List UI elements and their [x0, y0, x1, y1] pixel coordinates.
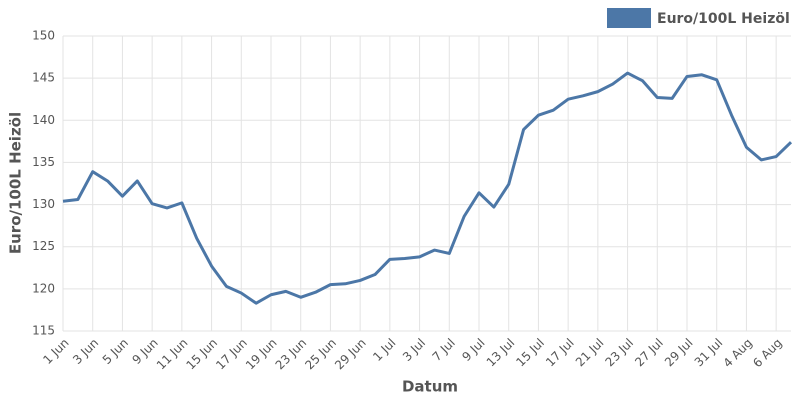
- x-tick-label: 31 Jul: [692, 336, 726, 370]
- x-tick-label: 21 Jul: [573, 336, 607, 370]
- x-tick-label: 17 Jul: [543, 336, 577, 370]
- legend-swatch: [607, 8, 651, 28]
- y-tick-label: 140: [32, 113, 55, 127]
- y-tick-label: 115: [32, 324, 55, 338]
- x-tick-label: 19 Jun: [243, 336, 280, 373]
- y-tick-label: 150: [32, 29, 55, 43]
- y-tick-label: 125: [32, 239, 55, 253]
- x-tick-label: 15 Jul: [513, 336, 547, 370]
- y-tick-label: 130: [32, 197, 55, 211]
- data-line: [62, 71, 793, 305]
- x-tick-label: 27 Jul: [632, 336, 666, 370]
- x-tick-label: 29 Jun: [332, 336, 369, 373]
- x-tick-label: 13 Jul: [484, 336, 518, 370]
- x-tick-label: 1 Jun: [40, 336, 71, 367]
- x-tick-label: 29 Jul: [662, 336, 696, 370]
- x-tick-label: 15 Jun: [184, 336, 221, 373]
- x-tick-label: 5 Jun: [100, 336, 131, 367]
- y-tick-label: 145: [32, 71, 55, 85]
- y-tick-label: 135: [32, 155, 55, 169]
- y-tick-label: 120: [32, 281, 55, 295]
- x-tick-label: 3 Jun: [70, 336, 101, 367]
- x-tick-label: 7 Jul: [430, 336, 458, 364]
- x-tick-label: 17 Jun: [213, 336, 250, 373]
- x-tick-label: 4 Aug: [720, 336, 755, 371]
- x-tick-label: 23 Jul: [603, 336, 637, 370]
- x-tick-label: 3 Jul: [400, 336, 428, 364]
- x-tick-label: 23 Jun: [273, 336, 310, 373]
- x-tick-label: 6 Aug: [750, 336, 785, 371]
- x-axis-title: Datum: [402, 378, 458, 396]
- x-tick-label: 1 Jul: [370, 336, 398, 364]
- x-tick-label: 11 Jun: [154, 336, 191, 373]
- x-tick-label: 25 Jun: [302, 336, 339, 373]
- y-axis-title: Euro/100L Heizöl: [7, 112, 25, 254]
- legend-label: Euro/100L Heizöl: [657, 11, 790, 27]
